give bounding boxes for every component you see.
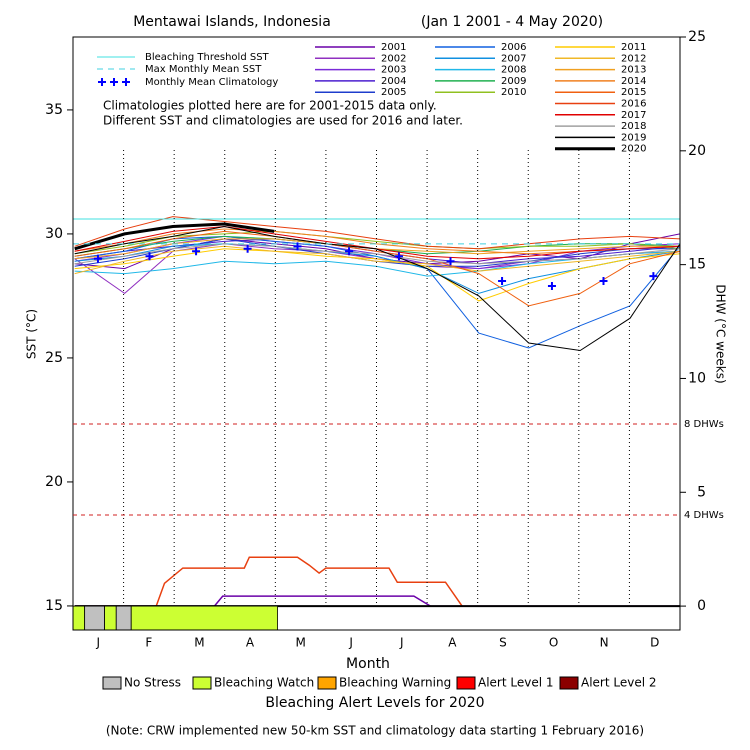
y-tick-label: 30 xyxy=(45,226,63,242)
climatology-marker xyxy=(293,242,302,251)
x-tick-label: M xyxy=(194,636,204,650)
alert-segment xyxy=(73,605,86,630)
sst-line xyxy=(74,222,275,251)
legend-label: 2001 xyxy=(381,42,406,53)
legend-swatch xyxy=(110,78,118,86)
alert-legend-label: Alert Level 1 xyxy=(478,676,554,690)
legend-label: 2008 xyxy=(501,65,526,76)
alert-legend-swatch xyxy=(317,676,337,690)
y2-tick-label: 15 xyxy=(688,257,706,273)
legend-label: 2003 xyxy=(381,65,406,76)
alert-legend-label: Bleaching Warning xyxy=(339,676,451,690)
x-tick-label: J xyxy=(399,636,404,650)
alert-segment xyxy=(104,605,117,630)
legend-label: 2019 xyxy=(621,132,646,143)
sst-line xyxy=(74,216,680,250)
x-tick-label: A xyxy=(246,636,255,650)
legend-label: Bleaching Threshold SST xyxy=(145,52,270,63)
climatology-marker xyxy=(243,244,252,253)
y-tick-label: 20 xyxy=(45,474,63,490)
y2-tick-label: 20 xyxy=(688,143,706,159)
alert-segment xyxy=(84,605,105,630)
climatology-marker xyxy=(446,257,455,266)
dhw-line xyxy=(74,556,463,607)
dhw-line xyxy=(74,595,680,607)
note: Climatologies plotted here are for 2001-… xyxy=(103,99,437,113)
climatology-marker xyxy=(345,247,354,256)
sst-line xyxy=(74,245,680,275)
x-tick-label: S xyxy=(499,636,507,650)
legend-label: 2005 xyxy=(381,87,406,98)
y-tick-label: 25 xyxy=(45,350,63,366)
climatology-marker xyxy=(145,252,154,261)
legend-label: 2015 xyxy=(621,87,646,98)
x-tick-label: M xyxy=(295,636,305,650)
legend-swatch xyxy=(122,78,130,86)
alert-legend-label: No Stress xyxy=(124,676,181,690)
legend-label: 2002 xyxy=(381,53,406,64)
climatology-marker xyxy=(498,277,507,286)
alert-legend-swatch xyxy=(102,676,122,690)
alert-segment xyxy=(130,605,278,630)
legend-label: Monthly Mean Climatology xyxy=(145,77,278,88)
alert-legend-swatch xyxy=(192,676,212,690)
climatology-marker xyxy=(547,282,556,291)
climatology-marker xyxy=(599,277,608,286)
legend-label: 2018 xyxy=(621,121,646,132)
x-tick-label: A xyxy=(448,636,457,650)
legend-label: Max Monthly Mean SST xyxy=(145,64,262,75)
y2-tick-label: 25 xyxy=(688,29,706,45)
legend-label: 2010 xyxy=(501,87,526,98)
alert-legend-label: Alert Level 2 xyxy=(581,676,657,690)
plot-area xyxy=(73,216,680,630)
x-tick-label: F xyxy=(145,636,152,650)
note: Different SST and climatologies are used… xyxy=(103,114,463,128)
climatology-marker xyxy=(649,272,658,281)
climatology-marker xyxy=(192,247,201,256)
legend-label: 2013 xyxy=(621,65,646,76)
dhw-ref-label: 8 DHWs xyxy=(684,419,724,430)
legend-label: 2004 xyxy=(381,76,406,87)
x-tick-label: D xyxy=(650,636,659,650)
legend-label: 2006 xyxy=(501,42,526,53)
legend-label: 2011 xyxy=(621,42,646,53)
dhw-ref-label: 4 DHWs xyxy=(684,510,724,521)
y-tick-label: 35 xyxy=(45,102,63,118)
legend-label: 2020 xyxy=(621,144,646,155)
legend-label: 2009 xyxy=(501,76,526,87)
alert-legend-label: Bleaching Watch xyxy=(214,676,314,690)
y2-axis-label: DHW (°C weeks) xyxy=(714,284,728,383)
x-tick-label: O xyxy=(549,636,558,650)
alert-legend-swatch xyxy=(456,676,476,690)
chart-subtitle: (Jan 1 2001 - 4 May 2020) xyxy=(421,14,603,30)
sst-line xyxy=(74,225,680,352)
alert-title: Bleaching Alert Levels for 2020 xyxy=(265,695,484,711)
x-axis-label: Month xyxy=(346,656,390,672)
legend-label: 2014 xyxy=(621,76,646,87)
legend-label: 2007 xyxy=(501,53,526,64)
x-tick-label: J xyxy=(348,636,353,650)
sst-line xyxy=(74,230,680,307)
x-tick-label: N xyxy=(600,636,609,650)
climatology-marker xyxy=(93,254,102,263)
y2-tick-label: 0 xyxy=(697,598,706,614)
sst-line xyxy=(74,248,680,302)
legend-swatch xyxy=(98,78,106,86)
footnote: (Note: CRW implemented new 50-km SST and… xyxy=(106,724,644,738)
alert-legend-swatch xyxy=(559,676,579,690)
alert-segment xyxy=(115,605,132,630)
y2-tick-label: 10 xyxy=(688,370,706,386)
sst-line xyxy=(74,243,680,265)
x-tick-label: J xyxy=(96,636,101,650)
climatology-marker xyxy=(394,252,403,261)
legend-label: 2012 xyxy=(621,53,646,64)
legend-label: 2017 xyxy=(621,110,646,121)
legend-label: 2016 xyxy=(621,99,646,110)
chart-title: Mentawai Islands, Indonesia xyxy=(133,14,331,30)
y-axis-label: SST (°C) xyxy=(25,309,39,359)
y2-tick-label: 5 xyxy=(697,484,706,500)
y-tick-label: 15 xyxy=(45,598,63,614)
plot-frame xyxy=(72,36,681,631)
